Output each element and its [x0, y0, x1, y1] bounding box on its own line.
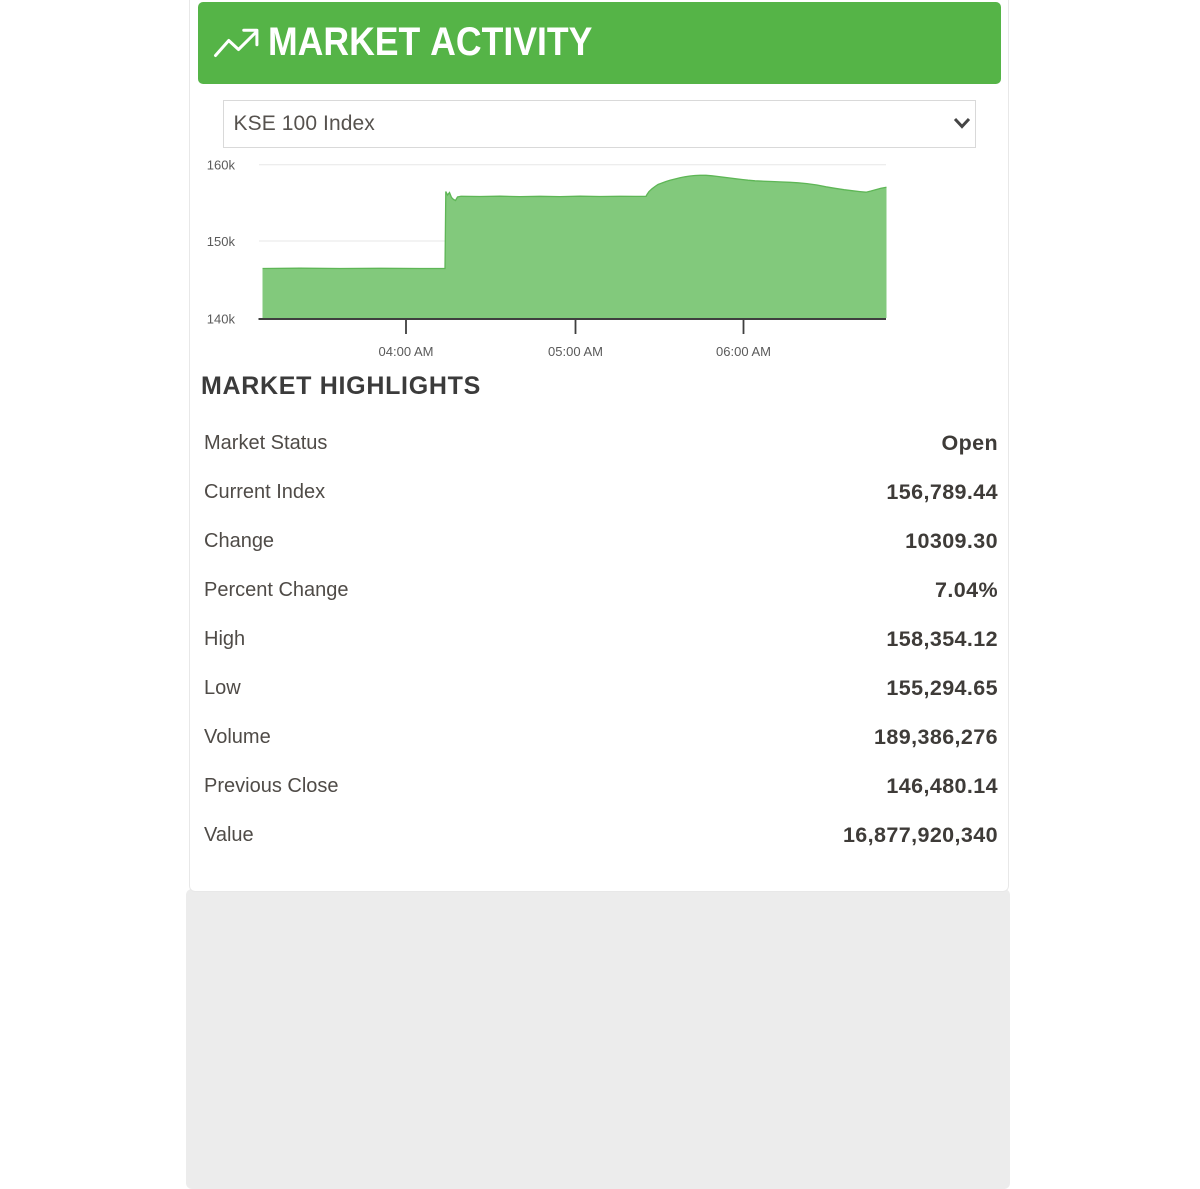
svg-text:06:00 AM: 06:00 AM	[716, 344, 771, 359]
svg-text:160k: 160k	[207, 158, 236, 173]
svg-text:05:00 AM: 05:00 AM	[548, 344, 603, 359]
svg-text:150k: 150k	[207, 234, 236, 249]
svg-text:140k: 140k	[207, 312, 236, 327]
svg-text:04:00 AM: 04:00 AM	[379, 344, 434, 359]
